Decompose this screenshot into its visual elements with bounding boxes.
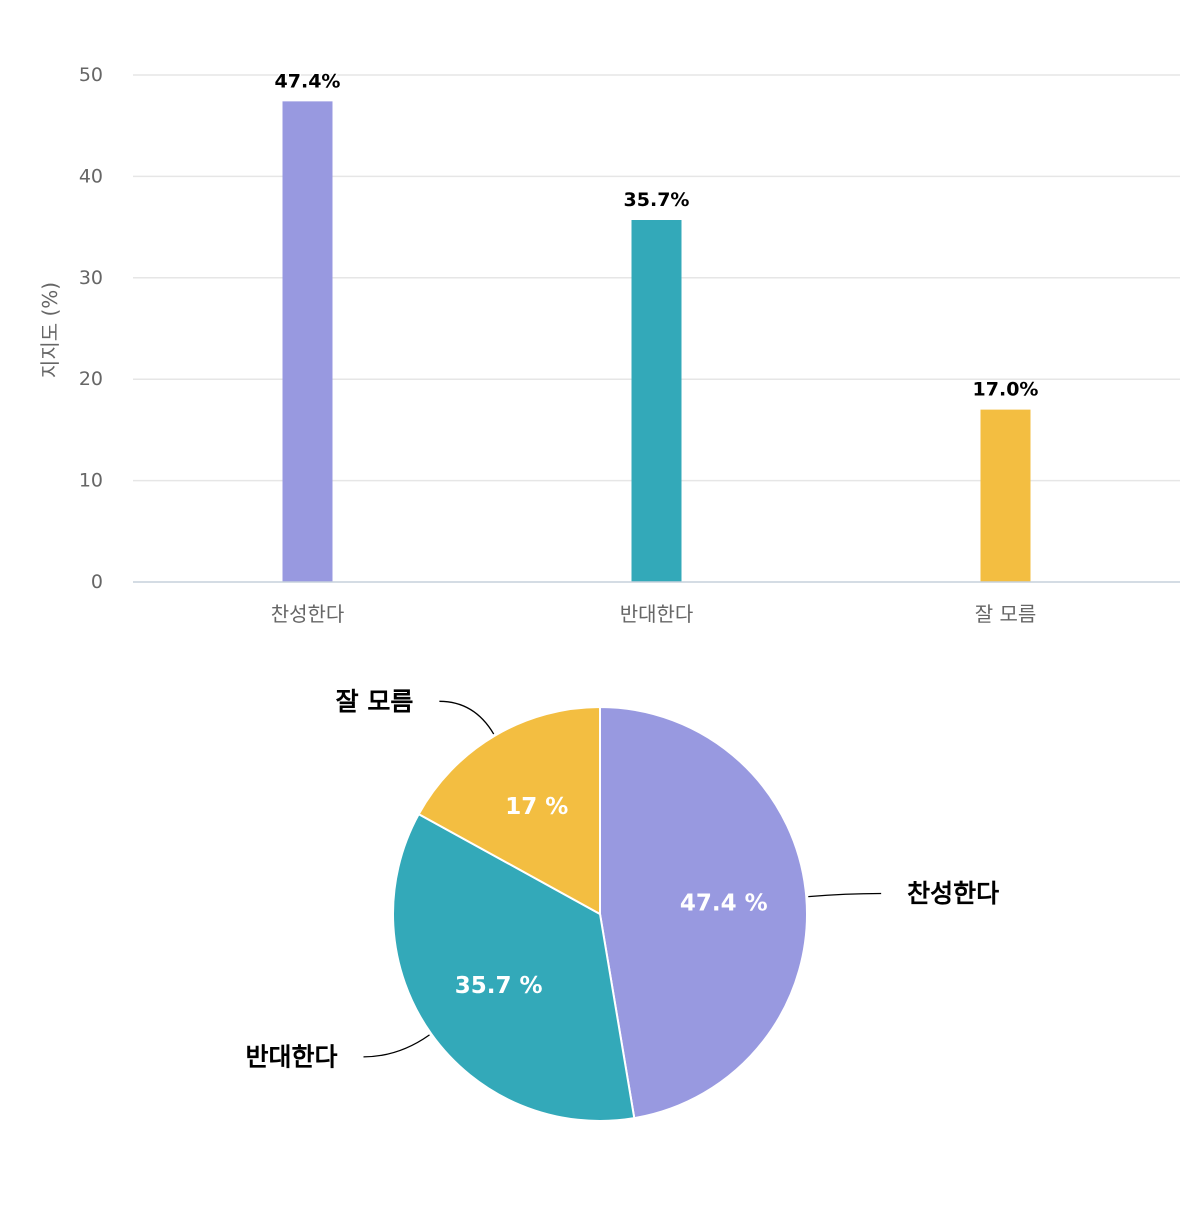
bar-data-label-잘-모름: 17.0% xyxy=(973,379,1039,401)
y-tick-label-50: 50 xyxy=(79,64,103,86)
pie-connector-찬성한다 xyxy=(808,892,882,898)
y-tick-label-20: 20 xyxy=(79,368,103,390)
bar-chart-y-tick-labels: 0 10 20 30 40 50 xyxy=(79,64,103,593)
pie-name-label-찬성한다: 찬성한다 xyxy=(907,879,999,908)
pie-chart-percent-labels: 47.4 % 35.7 % 17 % xyxy=(455,794,768,999)
pie-name-label-잘-모름: 잘 모름 xyxy=(336,687,414,716)
pie-chart-connectors xyxy=(363,700,882,1058)
bar-chart-bars xyxy=(282,101,1031,582)
pie-name-label-반대한다: 반대한다 xyxy=(245,1042,337,1071)
y-tick-label-10: 10 xyxy=(79,470,103,492)
x-category-label-잘-모름: 잘 모름 xyxy=(975,602,1037,626)
bar-잘-모름 xyxy=(980,409,1031,582)
bar-chart-data-labels: 47.4% 35.7% 17.0% xyxy=(273,69,1040,402)
pie-percent-label-반대한다: 35.7 % xyxy=(455,973,543,999)
x-category-label-찬성한다: 찬성한다 xyxy=(271,602,345,626)
bar-찬성한다 xyxy=(282,101,333,582)
y-tick-label-30: 30 xyxy=(79,267,103,289)
pie-chart-slices xyxy=(392,706,808,1122)
y-tick-label-40: 40 xyxy=(79,165,103,187)
bar-data-label-찬성한다: 47.4% xyxy=(275,70,341,92)
pie-percent-label-찬성한다: 47.4 % xyxy=(680,891,768,917)
pie-connector-반대한다 xyxy=(363,1034,430,1058)
pie-slice-잘-모름 xyxy=(417,706,601,915)
pie-connector-잘-모름 xyxy=(439,700,495,735)
x-category-label-반대한다: 반대한다 xyxy=(620,602,694,626)
pie-slice-찬성한다 xyxy=(599,706,808,1120)
pie-slice-반대한다 xyxy=(392,813,636,1122)
bar-chart-category-labels: 찬성한다 반대한다 잘 모름 xyxy=(271,602,1037,626)
bar-data-label-반대한다: 35.7% xyxy=(624,189,690,211)
pie-percent-label-잘-모름: 17 % xyxy=(505,794,568,820)
bar-반대한다 xyxy=(631,220,682,582)
bar-chart: 0 10 20 30 40 50 지지도 (%) 47.4% 35.7% 17.0% 찬성한다… xyxy=(38,64,1180,626)
bar-chart-y-axis-title: 지지도 (%) xyxy=(38,282,62,378)
y-tick-label-0: 0 xyxy=(91,571,103,593)
